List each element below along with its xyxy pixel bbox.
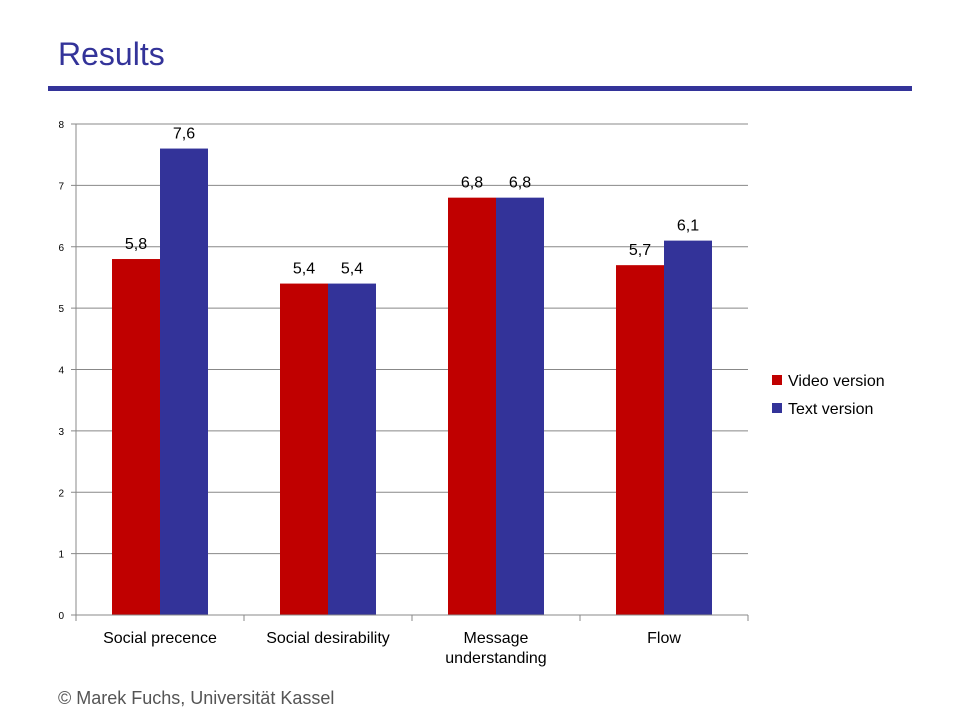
y-tick-label: 8 — [58, 120, 64, 131]
y-tick-label: 2 — [58, 488, 64, 499]
y-tick-label: 3 — [58, 427, 64, 438]
x-category-label: Social desirability — [266, 630, 390, 647]
data-label: 6,8 — [461, 175, 483, 192]
x-category-label: Flow — [647, 630, 681, 647]
data-label: 6,8 — [509, 175, 531, 192]
y-tick-label: 1 — [58, 550, 64, 561]
y-tick-label: 5 — [58, 304, 64, 315]
data-label: 5,7 — [629, 242, 651, 259]
data-label: 5,4 — [341, 261, 363, 278]
bar-text-version — [664, 240, 712, 616]
data-label: 5,4 — [293, 261, 315, 278]
footer-copyright: © Marek Fuchs, Universität Kassel — [58, 688, 335, 708]
data-label: 5,8 — [125, 236, 147, 253]
x-category-label: understanding — [445, 650, 546, 667]
bar-text-version — [496, 197, 544, 615]
data-label: 7,6 — [173, 126, 195, 143]
bar-video-version — [616, 265, 664, 615]
title-divider — [48, 86, 912, 91]
bar-video-version — [448, 197, 496, 615]
slide-title: Results — [58, 36, 165, 72]
data-label: 6,1 — [677, 218, 699, 235]
x-category-label: Message — [464, 630, 529, 647]
bar-video-version — [280, 283, 328, 615]
y-tick-label: 7 — [58, 181, 64, 192]
bar-text-version — [328, 283, 376, 615]
y-tick-label: 0 — [58, 611, 64, 622]
y-tick-label: 4 — [58, 366, 64, 377]
bar-text-version — [160, 148, 208, 616]
legend-label: Text version — [788, 401, 873, 418]
legend-swatch — [772, 403, 782, 413]
y-tick-label: 6 — [58, 243, 64, 254]
legend-swatch — [772, 375, 782, 385]
bar-video-version — [112, 259, 160, 615]
legend-label: Video version — [788, 373, 885, 390]
x-category-label: Social precence — [103, 630, 217, 647]
